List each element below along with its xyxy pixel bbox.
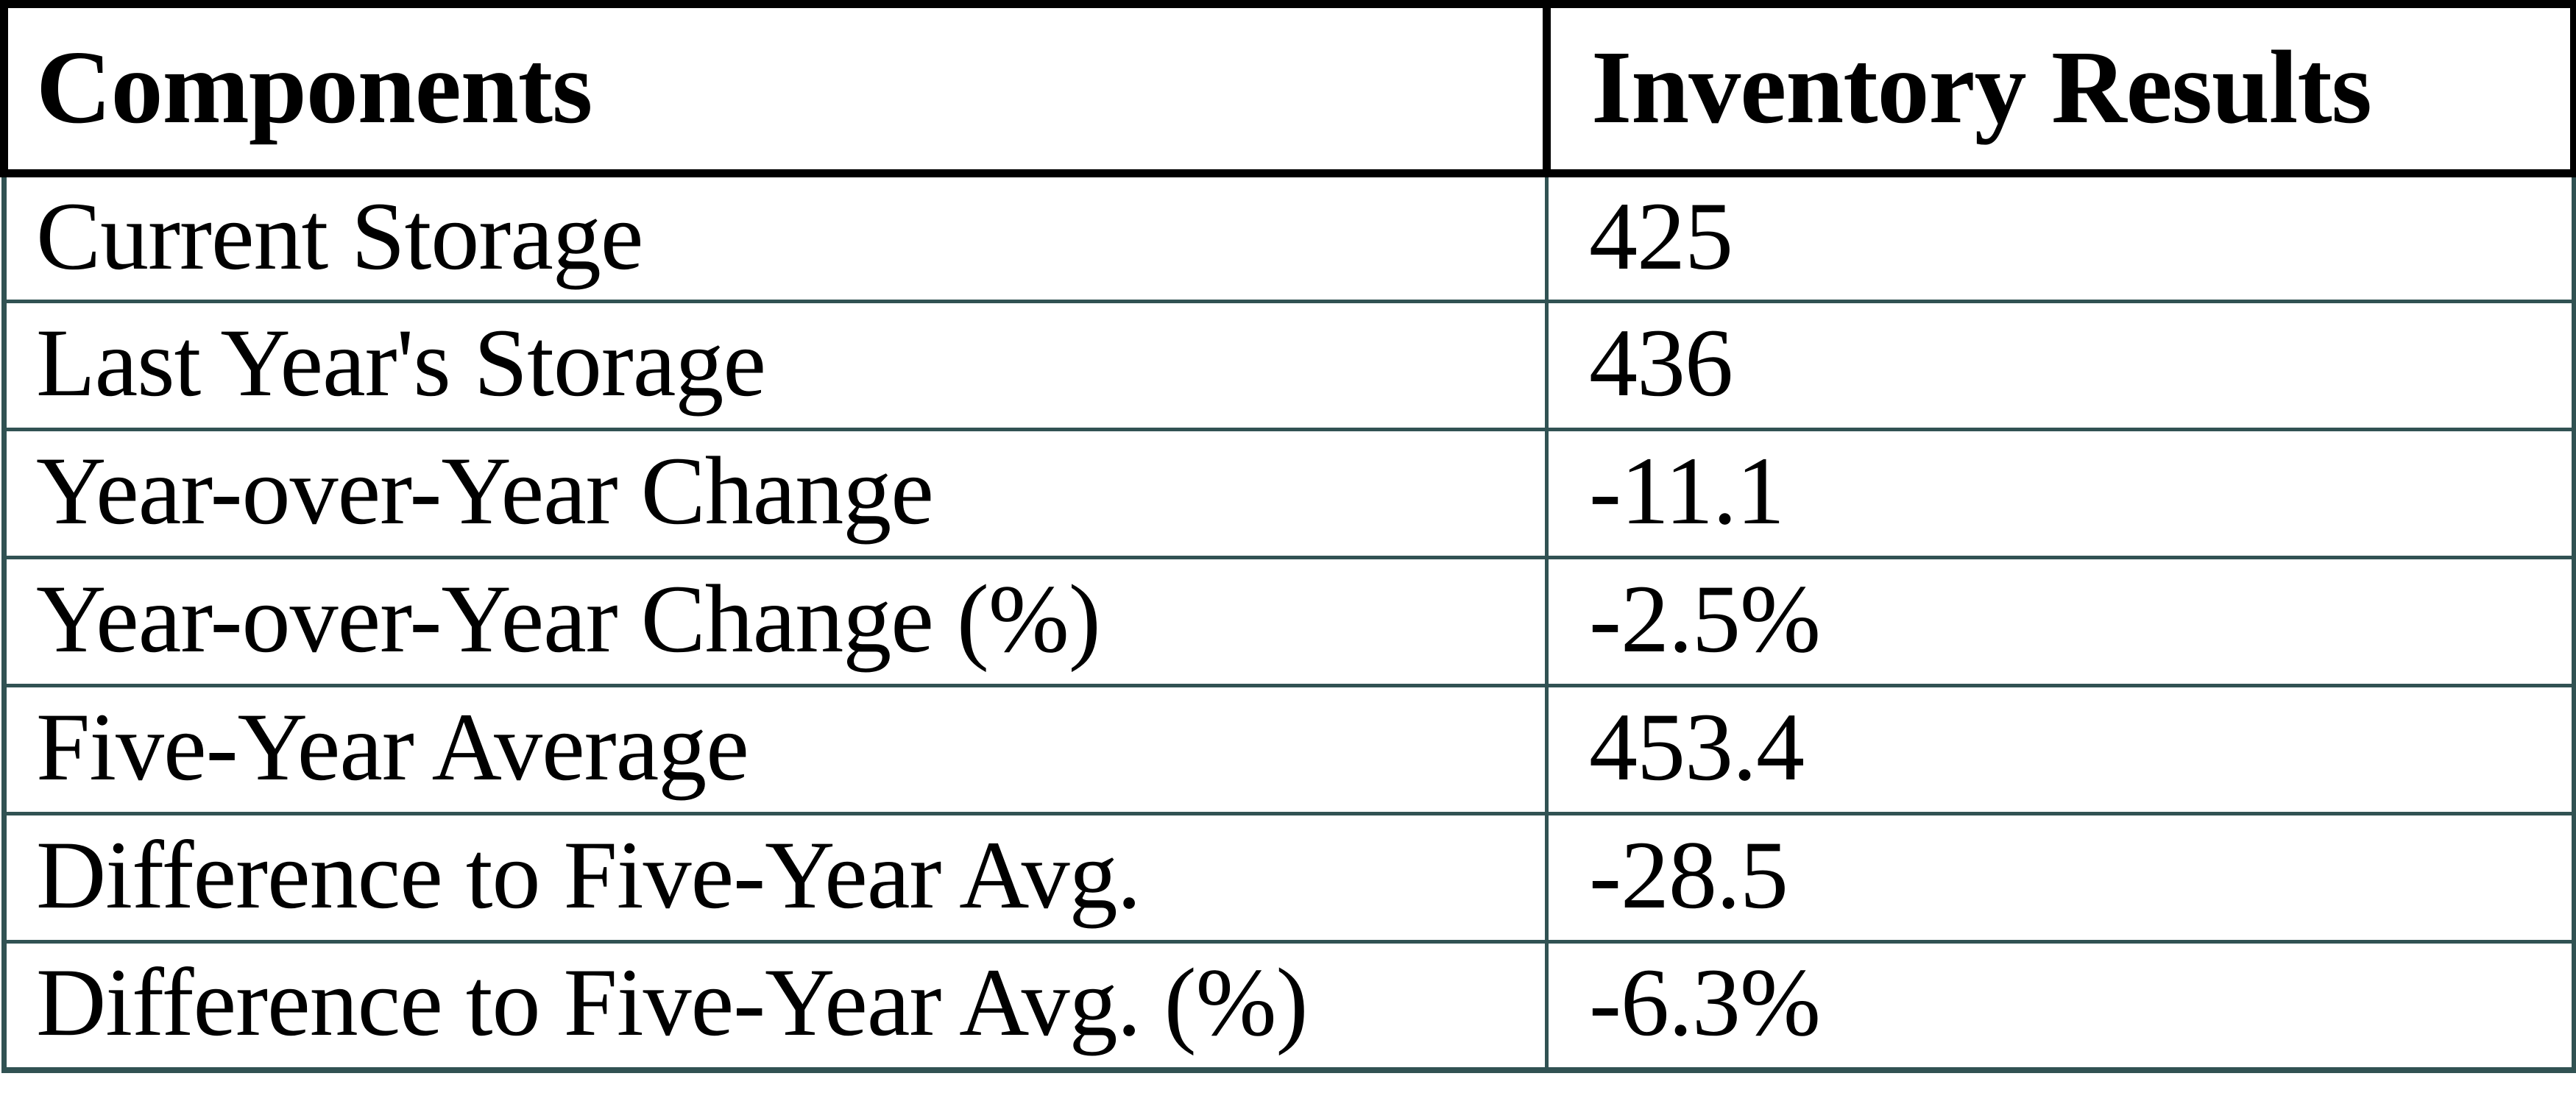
row-value: -11.1 <box>1545 428 2576 559</box>
column-header-inventory-results: Inventory Results <box>1543 0 2576 177</box>
table-row: Last Year's Storage 436 <box>1 300 2576 431</box>
table-row: Current Storage 425 <box>1 171 2576 303</box>
row-value: -6.3% <box>1545 940 2576 1073</box>
row-label: Last Year's Storage <box>1 300 1549 431</box>
table-row: Year-over-Year Change (%) -2.5% <box>1 556 2576 687</box>
column-header-components: Components <box>0 0 1551 177</box>
row-label: Difference to Five-Year Avg. <box>1 812 1549 944</box>
row-value: 453.4 <box>1545 684 2576 815</box>
row-value: 436 <box>1545 300 2576 431</box>
row-label: Current Storage <box>1 171 1549 303</box>
header-row: Components Inventory Results <box>0 0 2576 177</box>
row-label: Five-Year Average <box>1 684 1549 815</box>
row-value: -28.5 <box>1545 812 2576 944</box>
row-value: -2.5% <box>1545 556 2576 687</box>
row-label: Difference to Five-Year Avg. (%) <box>1 940 1549 1073</box>
row-label: Year-over-Year Change <box>1 428 1549 559</box>
table-row: Year-over-Year Change -11.1 <box>1 428 2576 559</box>
table-row: Five-Year Average 453.4 <box>1 684 2576 815</box>
table-row: Difference to Five-Year Avg. -28.5 <box>1 812 2576 944</box>
inventory-table: Components Inventory Results Current Sto… <box>0 0 2576 1073</box>
row-value: 425 <box>1545 171 2576 303</box>
table-row: Difference to Five-Year Avg. (%) -6.3% <box>1 940 2576 1073</box>
row-label: Year-over-Year Change (%) <box>1 556 1549 687</box>
